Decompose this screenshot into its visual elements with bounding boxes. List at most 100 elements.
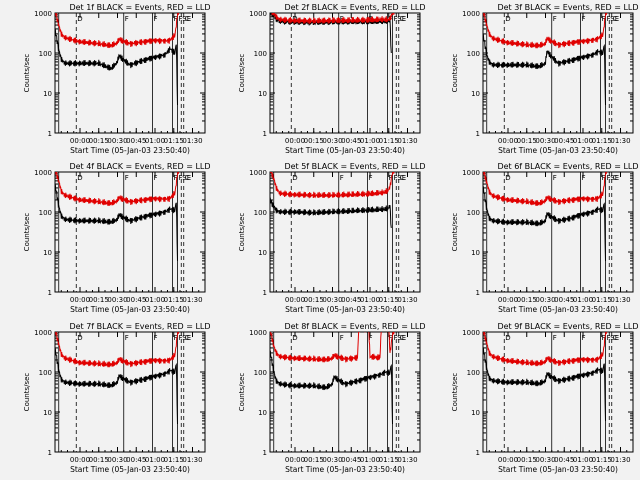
plot-frame — [54, 12, 206, 134]
plot-frame — [269, 171, 421, 293]
x-tick-label: 01:15 — [164, 137, 184, 145]
y-axis-label: Counts/sec — [23, 373, 31, 412]
x-tick-label: 00:15 — [517, 137, 537, 145]
x-tick-label: 00:30 — [322, 137, 342, 145]
event-marker-label: D — [292, 174, 297, 182]
panel-det-5: Det 5f BLACK = Events, RED = LLD 1 10 100 10… — [238, 162, 426, 314]
lld-series-line — [483, 332, 608, 367]
y-tick-label: 10 — [258, 90, 267, 98]
panel-det-1: Det 1f BLACK = Events, RED = LLD 1 10 100 10… — [23, 3, 211, 155]
event-marker-label: F — [602, 334, 606, 342]
lld-series-line — [483, 172, 608, 207]
y-tick-label: 1000 — [34, 329, 52, 337]
event-marker-label: F — [179, 334, 183, 342]
x-axis-label: Start Time (05-Jan-03 23:50:40) — [70, 146, 190, 155]
x-tick-label: 00:00 — [285, 296, 305, 304]
plot-frame — [269, 12, 421, 134]
y-tick-label: 1 — [48, 130, 52, 138]
x-tick-label: 00:00 — [498, 137, 518, 145]
events-series-line — [483, 185, 606, 261]
y-tick-label: 100 — [467, 369, 480, 377]
y-tick-label: 1000 — [34, 10, 52, 18]
x-tick-label: 00:15 — [517, 456, 537, 464]
event-marker-label: SE — [610, 174, 619, 182]
event-marker-label: D — [77, 334, 82, 342]
y-tick-label: 1 — [476, 130, 480, 138]
event-marker-label: F — [174, 174, 178, 182]
event-marker-label: SE — [397, 334, 406, 342]
y-tick-label: 100 — [254, 369, 267, 377]
y-tick-label: 100 — [39, 209, 52, 217]
x-tick-label: 00:15 — [89, 296, 109, 304]
events-series-line — [55, 28, 178, 106]
event-marker-label: F — [154, 334, 158, 342]
y-axis-label: Counts/sec — [238, 54, 246, 93]
x-tick-label: 00:00 — [285, 456, 305, 464]
event-marker-label: F — [607, 15, 611, 23]
event-marker-label: F — [553, 15, 557, 23]
x-tick-label: 00:45 — [341, 456, 361, 464]
x-tick-label: 01:00 — [145, 137, 165, 145]
event-marker-label: F — [582, 15, 586, 23]
event-marker-label: F — [340, 15, 344, 23]
y-tick-label: 100 — [254, 50, 267, 58]
x-axis-label: Start Time (05-Jan-03 23:50:40) — [285, 305, 405, 314]
x-tick-label: 01:30 — [610, 296, 630, 304]
event-marker-label: F — [389, 334, 393, 342]
y-tick-label: 1 — [48, 289, 52, 297]
event-marker-label: D — [505, 15, 510, 23]
x-tick-label: 00:15 — [304, 456, 324, 464]
y-tick-label: 1 — [263, 449, 267, 457]
event-marker-label: F — [369, 174, 373, 182]
y-tick-label: 100 — [39, 369, 52, 377]
y-tick-label: 1000 — [462, 10, 480, 18]
event-marker-label: F — [582, 334, 586, 342]
x-tick-label: 00:15 — [517, 296, 537, 304]
events-series-line — [55, 347, 178, 425]
x-axis-label: Start Time (05-Jan-03 23:50:40) — [498, 305, 618, 314]
event-marker-label: SE — [610, 15, 619, 23]
event-marker-label: F — [179, 174, 183, 182]
y-tick-label: 1000 — [462, 329, 480, 337]
lld-series-line — [270, 172, 395, 199]
x-tick-label: 00:45 — [126, 456, 146, 464]
y-tick-label: 1 — [263, 289, 267, 297]
y-tick-label: 1000 — [462, 169, 480, 177]
x-tick-label: 00:30 — [535, 296, 555, 304]
event-marker-label: F — [125, 334, 129, 342]
x-tick-label: 01:30 — [182, 456, 202, 464]
x-tick-label: 00:00 — [498, 456, 518, 464]
y-axis-label: Counts/sec — [451, 54, 459, 93]
y-axis-label: Counts/sec — [451, 213, 459, 252]
panel-title: Det 8f BLACK = Events, RED = LLD — [284, 322, 425, 331]
events-series-line — [483, 346, 606, 421]
x-tick-label: 01:30 — [182, 137, 202, 145]
x-tick-label: 00:30 — [107, 296, 127, 304]
event-marker-label: D — [292, 334, 297, 342]
event-marker-label: F — [154, 15, 158, 23]
x-tick-label: 00:30 — [535, 137, 555, 145]
panel-det-8: Det 8f BLACK = Events, RED = LLD 1 10 100 10… — [238, 322, 426, 474]
x-tick-label: 01:00 — [573, 137, 593, 145]
panel-det-9: Det 9f BLACK = Events, RED = LLD 1 10 100 10… — [451, 322, 639, 474]
x-tick-label: 01:00 — [360, 456, 380, 464]
panel-title: Det 9f BLACK = Events, RED = LLD — [497, 322, 638, 331]
event-marker-label: F — [154, 174, 158, 182]
x-tick-label: 00:45 — [554, 137, 574, 145]
event-marker-label: F — [369, 15, 373, 23]
event-marker-label: SE — [182, 174, 191, 182]
event-marker-label: C — [400, 174, 405, 182]
event-marker-label: F — [394, 15, 398, 23]
panel-det-3: Det 3f BLACK = Events, RED = LLD 1 10 100 10… — [451, 3, 639, 155]
event-marker-label: C — [400, 15, 405, 23]
panel-title: Det 6f BLACK = Events, RED = LLD — [497, 162, 638, 171]
x-tick-label: 01:00 — [145, 296, 165, 304]
x-tick-label: 00:15 — [89, 456, 109, 464]
events-series-line — [270, 13, 392, 54]
lld-series-line — [270, 332, 395, 363]
y-tick-label: 100 — [39, 50, 52, 58]
x-tick-label: 01:30 — [397, 456, 417, 464]
event-marker-label: C — [185, 174, 190, 182]
x-tick-label: 00:00 — [285, 137, 305, 145]
